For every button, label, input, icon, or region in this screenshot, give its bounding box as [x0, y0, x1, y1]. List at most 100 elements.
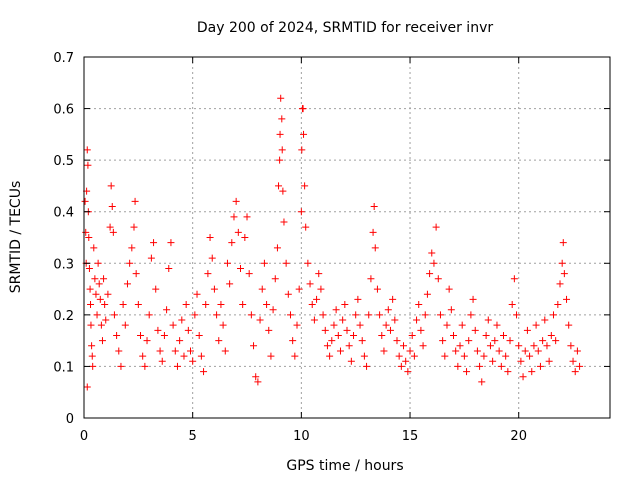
data-point — [85, 264, 93, 272]
data-point — [410, 352, 418, 360]
y-tick-label: 0.5 — [53, 154, 74, 169]
x-tick-label: 0 — [80, 429, 88, 444]
data-point — [517, 357, 525, 365]
data-point — [208, 254, 216, 262]
data-point — [243, 213, 251, 221]
data-point — [93, 311, 101, 319]
data-point — [230, 213, 238, 221]
data-point — [276, 156, 284, 164]
data-point — [415, 301, 423, 309]
data-point — [299, 105, 307, 113]
data-point — [565, 321, 573, 329]
data-point — [317, 285, 325, 293]
data-point — [543, 342, 551, 350]
data-point — [332, 306, 340, 314]
data-point — [145, 311, 153, 319]
data-point — [480, 352, 488, 360]
chart-title: Day 200 of 2024, SRMTID for receiver inv… — [197, 20, 493, 36]
data-point — [184, 326, 192, 334]
data-point — [221, 347, 229, 355]
data-point — [389, 295, 397, 303]
data-point — [326, 352, 334, 360]
data-point — [147, 254, 155, 262]
data-point — [269, 306, 277, 314]
data-point — [302, 223, 310, 231]
data-point — [110, 311, 118, 319]
data-point — [206, 234, 214, 241]
data-point — [134, 301, 142, 309]
data-point — [152, 285, 160, 293]
data-point — [360, 352, 368, 360]
data-point — [265, 326, 273, 334]
data-point — [94, 259, 102, 267]
data-point — [83, 146, 91, 154]
data-point — [391, 316, 399, 324]
data-point — [397, 362, 405, 370]
data-point — [515, 342, 523, 350]
data-point — [486, 342, 494, 350]
data-point — [347, 357, 355, 365]
data-point — [247, 311, 255, 319]
data-point — [108, 203, 116, 211]
data-point — [363, 362, 371, 370]
data-point — [295, 285, 303, 293]
data-point — [102, 316, 110, 324]
y-axis-label: SRMTID / TECUs — [8, 181, 24, 294]
data-point — [256, 316, 264, 324]
data-point — [193, 290, 201, 298]
x-tick-label: 10 — [293, 429, 310, 444]
data-point — [439, 337, 447, 345]
data-point — [252, 373, 260, 381]
data-point — [406, 347, 414, 355]
data-point — [573, 347, 581, 355]
data-point — [273, 244, 281, 252]
data-point — [123, 280, 131, 288]
data-point — [559, 239, 567, 247]
data-point — [478, 378, 486, 386]
data-point — [352, 311, 360, 319]
data-point — [308, 301, 316, 309]
data-point — [82, 228, 90, 236]
data-point — [367, 275, 375, 283]
y-tick-label: 0.3 — [53, 257, 74, 272]
data-point — [373, 285, 381, 293]
data-point — [458, 321, 466, 329]
data-point — [90, 244, 98, 252]
data-point — [345, 342, 353, 350]
data-point — [121, 321, 129, 329]
data-point — [491, 337, 499, 345]
data-point — [502, 352, 510, 360]
data-point — [471, 326, 479, 334]
x-axis-ticks: 0 5 10 15 20 — [80, 57, 527, 444]
data-point — [236, 264, 244, 272]
data-point — [260, 259, 268, 267]
data-point — [376, 311, 384, 319]
data-point — [89, 362, 97, 370]
x-axis-label: GPS time / hours — [286, 458, 403, 474]
data-point — [495, 347, 503, 355]
data-point — [343, 326, 351, 334]
data-point — [447, 306, 455, 314]
data-point — [560, 270, 568, 278]
data-point — [469, 295, 477, 303]
data-point — [86, 285, 94, 293]
data-point — [310, 316, 318, 324]
data-point — [443, 321, 451, 329]
data-point — [178, 316, 186, 324]
data-point — [88, 342, 96, 350]
data-point — [109, 228, 117, 236]
data-point — [106, 223, 114, 231]
data-point — [393, 337, 401, 345]
data-point — [150, 239, 158, 247]
data-point — [298, 146, 306, 154]
data-point — [526, 352, 534, 360]
data-point — [545, 357, 553, 365]
data-point — [176, 337, 184, 345]
data-point — [245, 270, 253, 278]
data-point — [234, 228, 242, 236]
data-point — [432, 223, 440, 231]
data-point — [282, 259, 290, 267]
data-point — [97, 321, 105, 329]
data-point — [83, 383, 91, 391]
data-point — [180, 352, 188, 360]
